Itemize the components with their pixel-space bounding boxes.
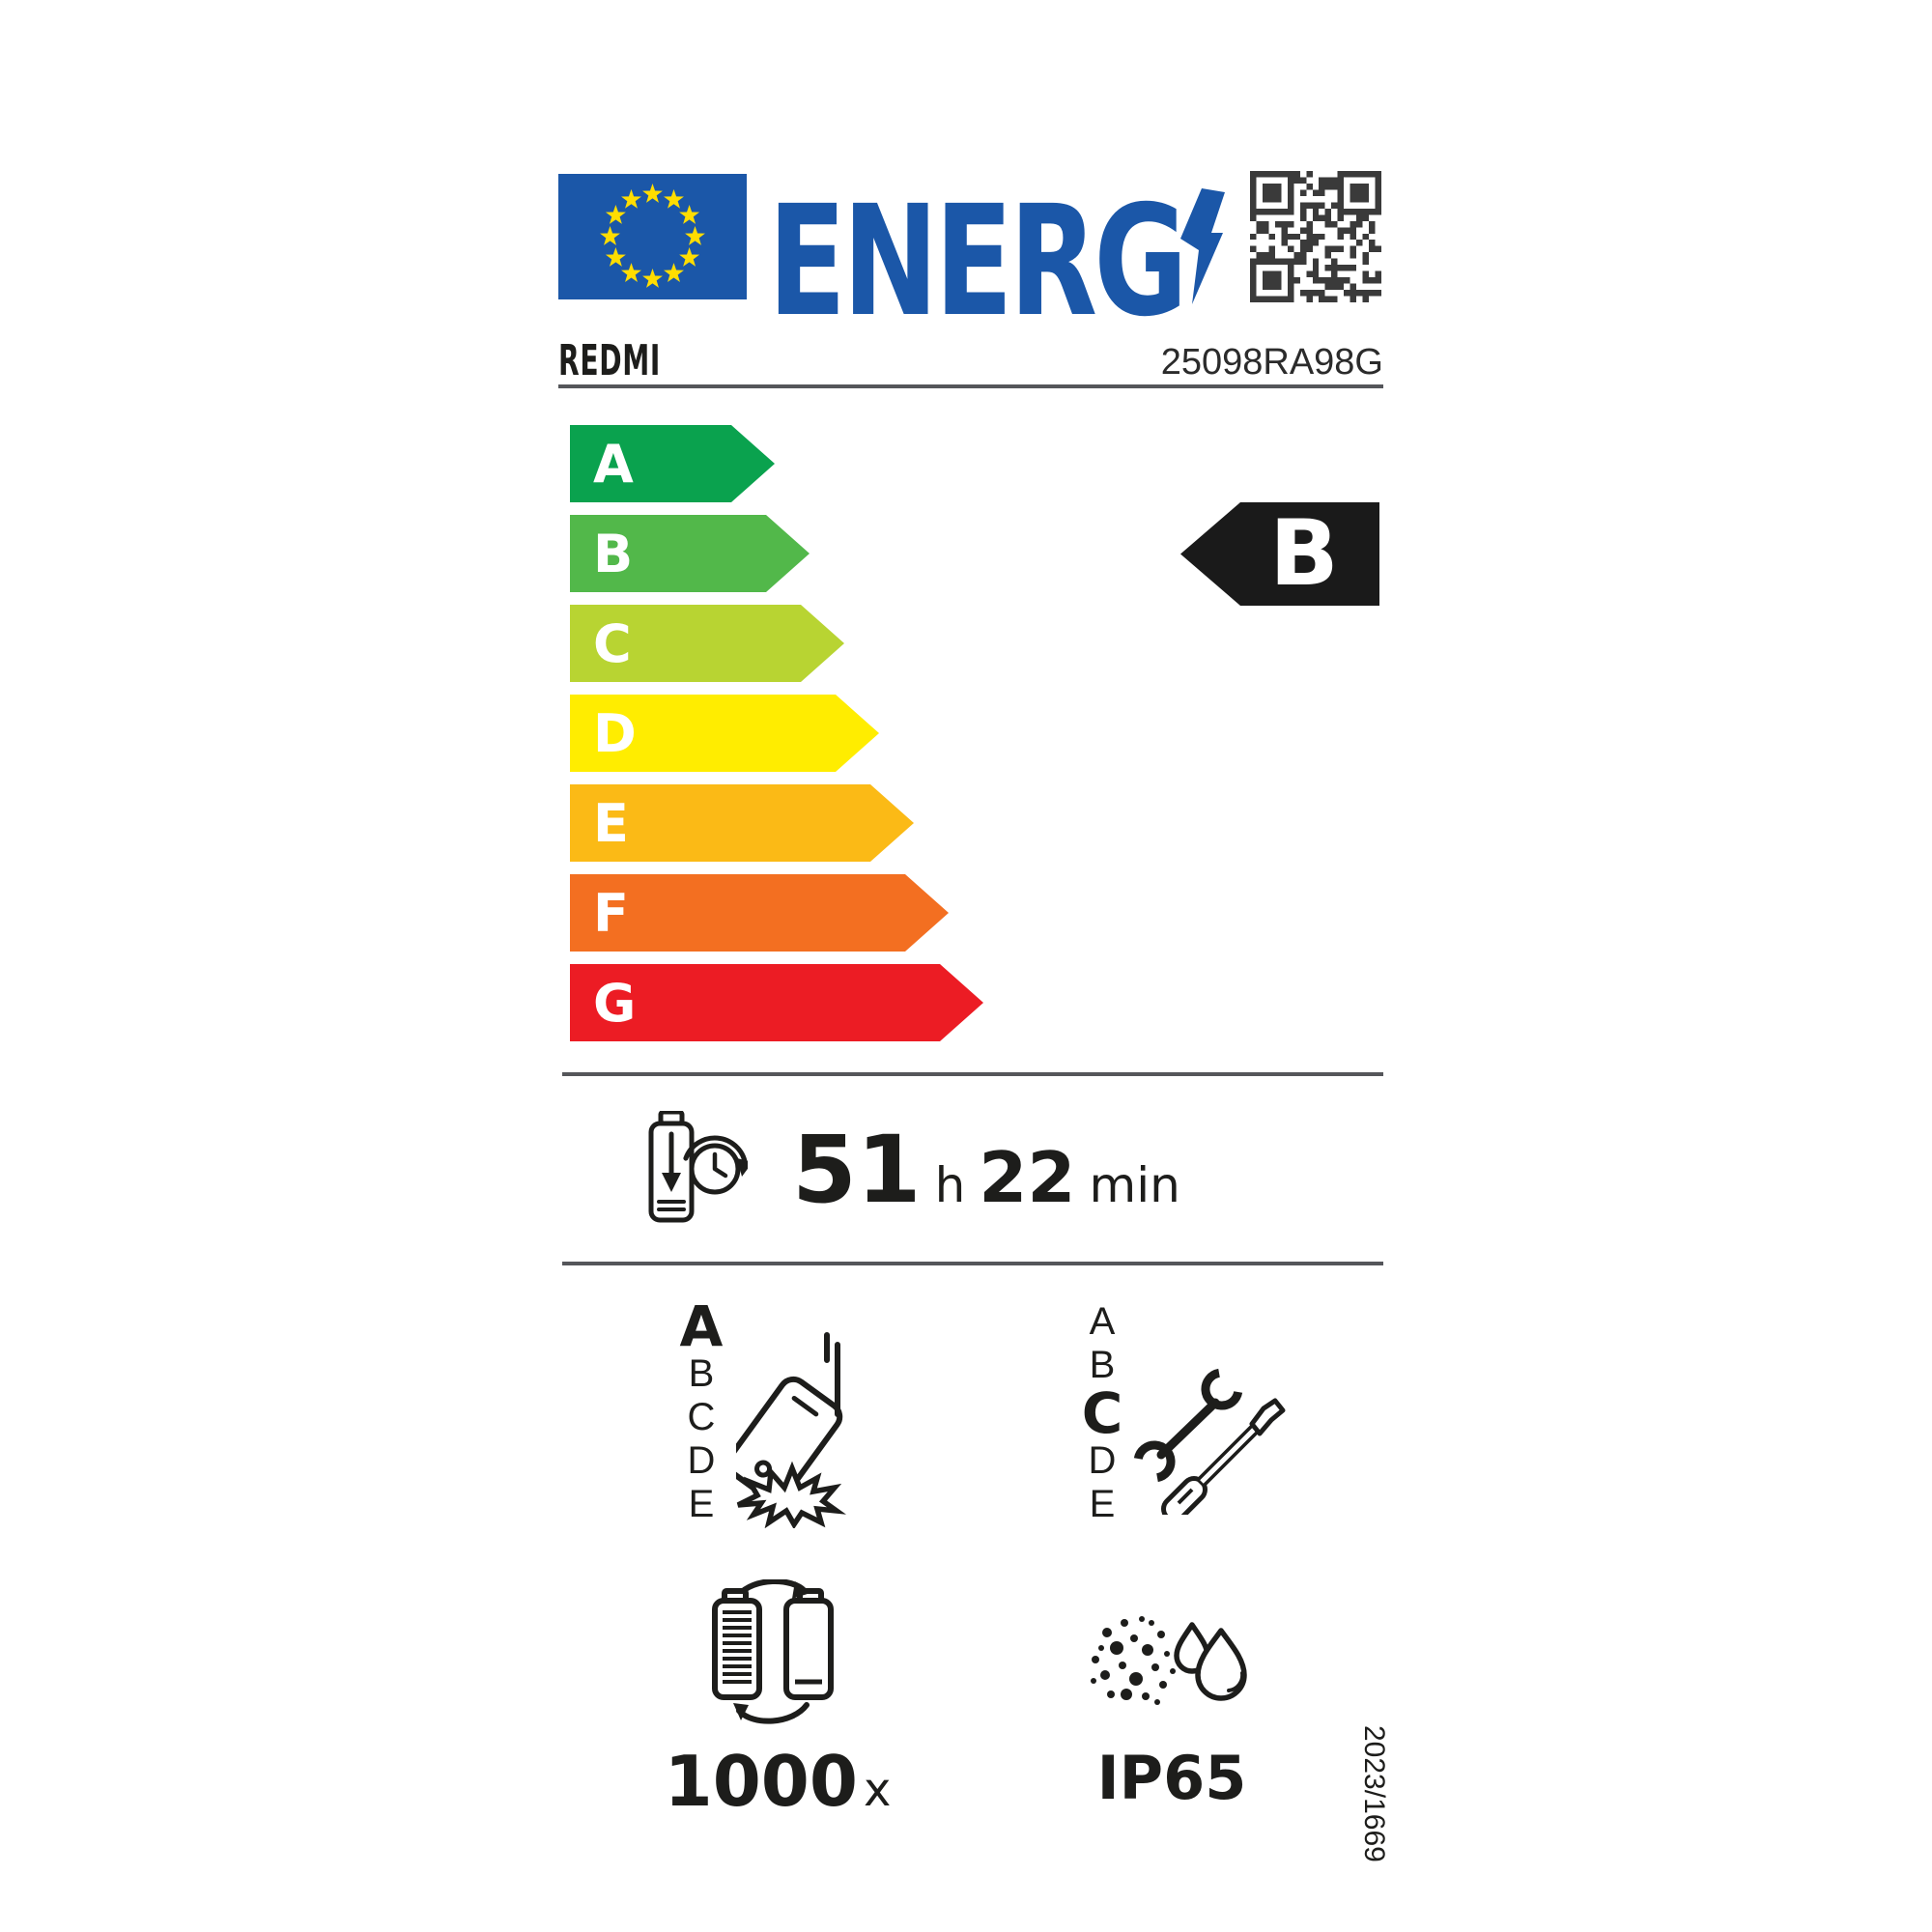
endurance-minutes-unit: min — [1089, 1157, 1180, 1213]
energy-class-arrow-f: F — [570, 874, 949, 952]
scale-letter: A — [679, 1293, 724, 1359]
rating-arrow: B — [1180, 502, 1379, 606]
battery-clock-icon — [648, 1111, 748, 1223]
energy-logo: ENERG — [768, 185, 1322, 338]
energy-class-arrow-c: C — [570, 605, 844, 682]
endurance-hours: 51 — [792, 1116, 922, 1224]
scale-letter: A — [1089, 1300, 1116, 1343]
battery-cycles-value: 1000 x — [665, 1741, 892, 1822]
rating-letter: B — [1269, 501, 1339, 607]
lightning-bolt-icon — [1180, 188, 1225, 304]
class-letter: G — [593, 972, 637, 1034]
dust-particles — [1091, 1616, 1176, 1705]
endurance-divider — [562, 1262, 1383, 1265]
brand-name: REDMI — [558, 336, 661, 385]
phone-drop-icon — [736, 1332, 847, 1528]
scale-letter: B — [688, 1352, 715, 1395]
cycles-number: 1000 — [664, 1741, 858, 1822]
energy-class-arrow-b: B — [570, 515, 810, 592]
energy-class-arrow-g: G — [570, 964, 983, 1041]
energy-class-arrow-e: E — [570, 784, 914, 862]
header-divider — [558, 384, 1383, 388]
battery-endurance-value: 51 h 22 min — [792, 1116, 1180, 1224]
scale-letter: C — [1081, 1380, 1123, 1446]
class-letter: E — [593, 792, 629, 854]
scale-letter: E — [688, 1483, 715, 1525]
class-letter: A — [593, 433, 634, 495]
class-letter: D — [593, 702, 637, 764]
class-letter: B — [593, 523, 634, 584]
scale-divider — [562, 1072, 1383, 1076]
battery-cycle-icon — [712, 1579, 834, 1724]
scale-letter: C — [687, 1396, 716, 1438]
dust-water-icon — [1091, 1616, 1247, 1705]
class-letter: C — [593, 612, 632, 674]
eu-flag-stars — [600, 184, 705, 288]
scale-letter: E — [1089, 1483, 1116, 1525]
repair-tools-icon — [1133, 1368, 1286, 1515]
drop-resistance-scale: A B C D E — [669, 1293, 733, 1526]
ingress-protection-rating: IP65 — [1096, 1743, 1247, 1813]
eu-flag-icon — [558, 174, 747, 299]
cycles-unit: x — [864, 1763, 892, 1817]
energy-class-arrow-d: D — [570, 695, 879, 772]
energy-logo-text: ENERG — [768, 173, 1188, 351]
model-number: 25098RA98G — [1160, 342, 1383, 383]
scale-letter: B — [1089, 1344, 1116, 1386]
endurance-minutes: 22 — [979, 1137, 1076, 1218]
scale-letter: D — [1088, 1439, 1117, 1482]
qr-code — [1250, 171, 1381, 302]
repairability-scale: A B C D E — [1070, 1300, 1134, 1526]
endurance-hours-unit: h — [934, 1157, 966, 1213]
regulation-number: 2023/1669 — [1358, 1725, 1390, 1862]
scale-letter: D — [687, 1439, 716, 1482]
class-letter: F — [593, 882, 629, 944]
energy-class-arrow-a: A — [570, 425, 775, 502]
